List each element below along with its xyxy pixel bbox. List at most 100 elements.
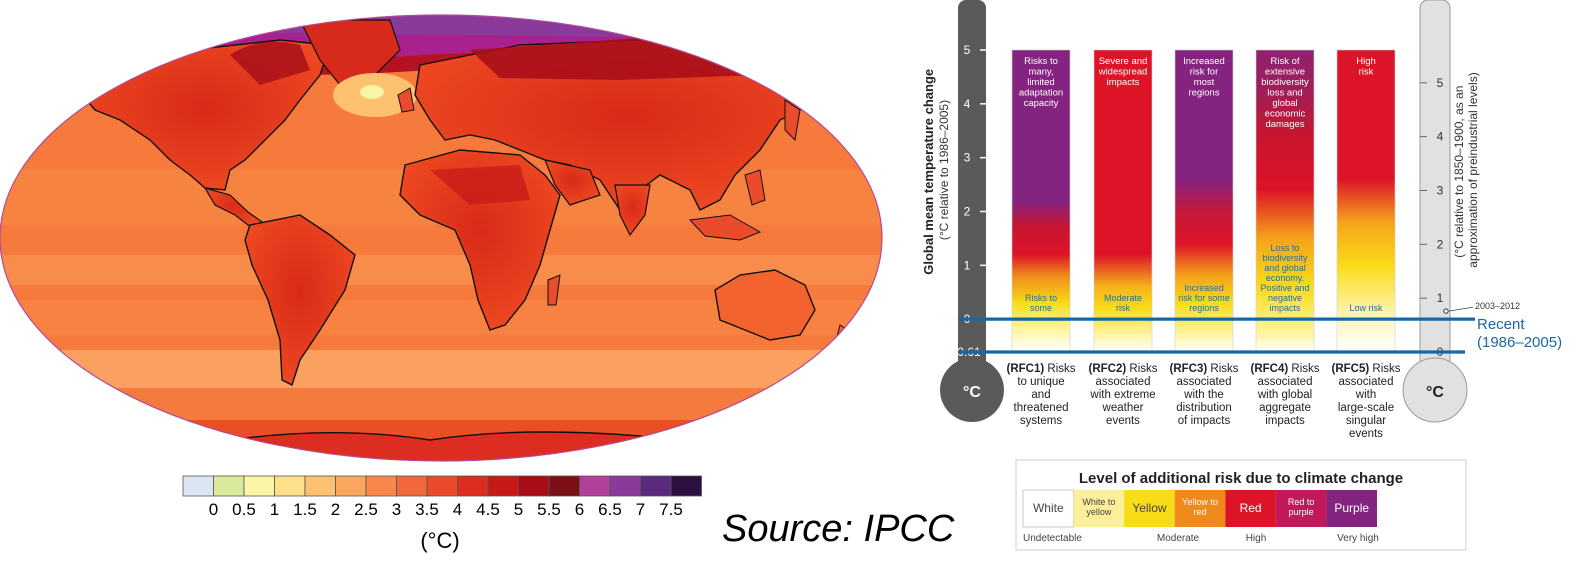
risk-legend-swatch-label: Red to purple (1288, 497, 1315, 517)
north-atlantic-coolest-spot (360, 85, 384, 99)
colorbar-bin (487, 475, 519, 497)
rfc-bar (1093, 49, 1153, 353)
rfc-bar-low-label: Risks to some (1025, 293, 1057, 313)
north-canada (230, 41, 310, 85)
south-america (244, 214, 356, 386)
left-tick-label: 4 (964, 97, 971, 111)
rfc-bar-top-label: Severe and widespread impacts (1098, 56, 1148, 88)
rfc-bar (1255, 49, 1315, 353)
rfc-category-label: (RFC2) Risks associated with extreme weathe… (1088, 363, 1157, 427)
right-tick-label: 3 (1437, 184, 1444, 198)
colorbar-bin (365, 475, 397, 497)
colorbar-bin (640, 475, 672, 497)
left-tick-label: 5 (964, 43, 971, 57)
right-thermometer-symbol: °C (1426, 384, 1444, 401)
left-thermometer: °C (940, 0, 1004, 422)
rfc-bar-low-label: Moderate risk (1104, 293, 1142, 313)
risk-legend-swatch-label: Red (1240, 501, 1262, 515)
rfc-category-label: (RFC4) Risks associated with global aggrega… (1250, 363, 1319, 427)
risk-legend-scale-label: Moderate (1157, 533, 1200, 544)
rfc-bar (1174, 49, 1234, 353)
rfc-bar-top-label: Increased risk for most regions (1183, 56, 1225, 99)
colorbar-bin (579, 475, 611, 497)
right-tick-label: 4 (1437, 130, 1444, 144)
risk-legend-scale-label: Very high (1337, 533, 1379, 544)
rfc-category-label: (RFC1) Risks to unique and threatened system… (1006, 363, 1075, 427)
colorbar-tick-label: 1.5 (293, 500, 317, 519)
rfc-bar-low-label: Loss to biodiversity and global economy. Pos… (1260, 243, 1309, 313)
risk-legend-swatch (1022, 489, 1074, 528)
colorbar-bin (518, 475, 550, 497)
southern-ocean-band (0, 350, 882, 388)
warming-map-panel: 0 0.5 1 1.5 2 2.5 3 3.5 4 4.5 5 5.5 6 6.5 7 7.5 (°C) (0, 14, 883, 553)
rfc-category-label: (RFC5) Risks associated with large-scale sin… (1331, 363, 1400, 440)
colorbar-bin (243, 475, 275, 497)
colorbar-tick-label: 6 (575, 500, 584, 519)
colorbar-bin (426, 475, 458, 497)
rfc-category-label: (RFC3) Risks associated with the distributi… (1169, 363, 1238, 427)
risk-legend-swatch (1275, 490, 1327, 527)
risk-legend-swatch-label: Yellow (1132, 501, 1167, 515)
right-tick-label: 5 (1437, 76, 1444, 90)
source-label: Source: IPCC (722, 508, 955, 550)
left-tick-label: 1 (964, 258, 971, 272)
marker-2003-2012-label: 2003–2012 (1475, 301, 1520, 311)
risk-legend-swatch (1225, 490, 1276, 527)
left-thermometer-bulb (940, 358, 1004, 422)
southern-ocean-band-2 (0, 388, 882, 423)
colorbar-bin (213, 475, 245, 497)
colorbar-tick-label: 1 (270, 500, 279, 519)
right-thermometer-tube (1419, 0, 1451, 371)
reasons-for-concern-chart: °C °C Global mean temperature change (°C… (905, 0, 1579, 581)
risk-legend-swatch (1124, 490, 1175, 527)
indonesia (688, 214, 762, 241)
philippines (744, 169, 766, 206)
risk-legend: Level of additional risk due to climate … (1015, 459, 1467, 551)
antarctica (128, 431, 782, 461)
marker-2003-2012-dot (1443, 308, 1449, 314)
right-thermometer-bulb (1402, 357, 1468, 423)
risk-legend-swatch-label: White (1033, 501, 1064, 515)
colorbar-tick-label: 4 (453, 500, 462, 519)
recent-line-period: (1986–2005) (1477, 334, 1562, 351)
colorbar-tick-label: 0.5 (232, 500, 256, 519)
rfc-bar-top-label: Risk of extensive biodiversity loss and glob… (1261, 56, 1309, 130)
colorbar-bin (548, 475, 580, 497)
colorbar-tick-label: 6.5 (598, 500, 622, 519)
globe-outline (0, 14, 883, 462)
rfc-chart-svg: °C °C Global mean temperature change (°C… (921, 0, 1562, 551)
colorbar-bin (304, 475, 336, 497)
reference-lines: Recent(1986–2005) (958, 316, 1562, 354)
rfc-category-labels: (RFC1) Risks to unique and threatened system… (1006, 363, 1400, 440)
right-axis-title: (°C relative to 1850–1900, as an approxi… (1452, 72, 1480, 267)
rfc-bar-top-label: Risks to many, limited adaptation capacity (1019, 56, 1063, 109)
left-tick-label: 3 (964, 151, 971, 165)
map-colorbar-unit: (°C) (420, 528, 459, 553)
colorbar-bin (182, 475, 214, 497)
risk-legend-swatch (1326, 490, 1377, 527)
colorbar-bin (274, 475, 306, 497)
left-axis-title: Global mean temperature change (°C relat… (921, 65, 951, 275)
risk-legend-swatch-label: Purple (1334, 501, 1369, 515)
left-axis-title-sub: (°C relative to 1986–2005) (937, 100, 951, 240)
left-tick-label: 2 (964, 204, 971, 218)
colorbar-bin (670, 475, 702, 497)
sahara-hot-zone (430, 165, 530, 205)
colorbar-bin (609, 475, 641, 497)
colorbar-tick-label: 7 (636, 500, 645, 519)
colorbar-bin (457, 475, 489, 497)
colorbar-tick-label: 4.5 (476, 500, 500, 519)
colorbar-tick-label: 5 (514, 500, 523, 519)
left-thermometer-symbol: °C (963, 384, 981, 401)
colorbar-tick-label: 3.5 (415, 500, 439, 519)
rfc-bar-low-label: Increased risk for some regions (1178, 283, 1230, 313)
risk-legend-scale-label: Undetectable (1023, 533, 1082, 544)
right-axis-title-line2: approximation of preindustrial levels) (1466, 72, 1480, 267)
colorbar-tick-label: 2 (331, 500, 340, 519)
colorbar-tick-label: 2.5 (354, 500, 378, 519)
risk-legend-swatch (1174, 490, 1226, 527)
rfc-bar (1336, 49, 1396, 353)
madagascar (547, 274, 561, 306)
arabia (544, 159, 601, 206)
right-thermometer: °C (1402, 0, 1468, 423)
